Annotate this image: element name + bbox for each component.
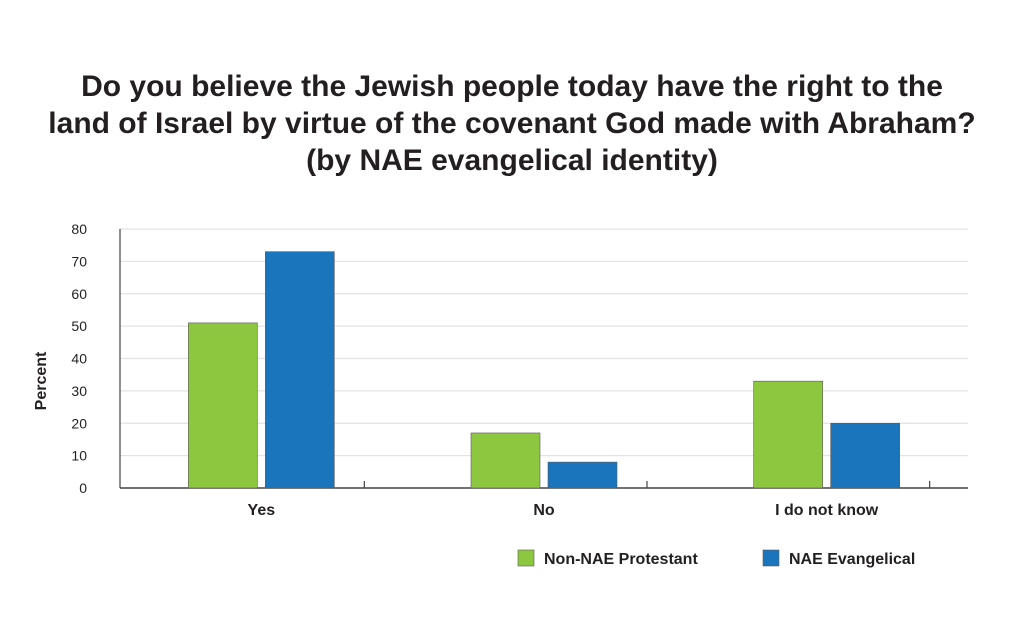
y-tick-label: 80 [71,221,87,237]
bar-nae-evangelical [265,251,335,489]
chart-title: Do you believe the Jewish people today h… [0,68,1024,179]
title-line: (by NAE evangelical identity) [306,144,718,177]
y-tick-label: 50 [71,318,87,334]
x-tick-label: Yes [248,502,276,519]
bar-nae-evangelical [547,461,618,489]
y-tick-label: 70 [71,253,87,269]
legend-label: Non-NAE Protestant [544,551,698,568]
y-tick-label: 20 [71,415,87,431]
y-tick-label: 40 [71,351,87,367]
y-tick-label: 60 [71,286,87,302]
bar-non-nae-protestant [753,380,823,489]
legend-label: NAE Evangelical [789,551,915,568]
legend-swatch [517,549,535,567]
y-tick-label: 30 [71,383,87,399]
x-tick-label: No [533,502,555,519]
x-tick-label: I do not know [775,502,879,519]
legend-swatch [762,549,780,567]
title-line: Do you believe the Jewish people today h… [81,70,943,103]
title-line: land of Israel by virtue of the covenant… [48,107,976,140]
y-tick-label: 10 [71,448,87,464]
y-tick-label: 0 [79,480,87,496]
bar-non-nae-protestant [188,322,258,489]
bar-non-nae-protestant [470,432,541,489]
bar-nae-evangelical [830,422,900,489]
y-axis-label: Percent [33,351,50,410]
